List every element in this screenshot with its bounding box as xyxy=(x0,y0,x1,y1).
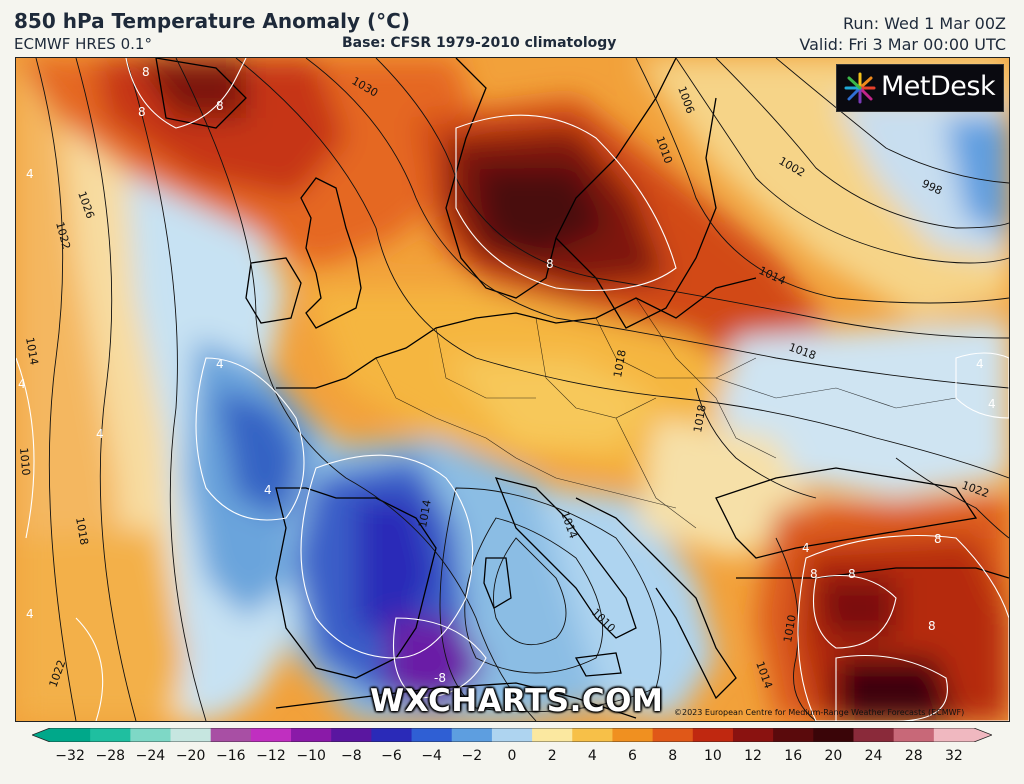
colorbar-ticks: −32 −28 −24 −20 −16 −12 −10 −8 −6 −4 −2 0 2 4 6 8 10 12 16… xyxy=(0,748,1024,770)
anomaly-label: 8 xyxy=(848,567,856,581)
colorbar-tick-label: 0 xyxy=(507,748,517,764)
colorbar-segment xyxy=(491,728,533,742)
anomaly-label: 4 xyxy=(18,377,26,391)
coastlines xyxy=(155,58,1009,719)
colorbar-tick-label: −20 xyxy=(175,748,206,764)
colorbar-tick-label: 8 xyxy=(668,748,678,764)
anomaly-label: 4 xyxy=(26,607,34,621)
colorbar-segment xyxy=(130,728,172,742)
isobar-label: 1010 xyxy=(17,447,32,476)
colorbar-segment xyxy=(371,728,413,742)
anomaly-label: 8 xyxy=(810,567,818,581)
colorbar-segment xyxy=(933,728,975,742)
anomaly-label: 8 xyxy=(546,257,554,271)
colorbar-tick-label: 28 xyxy=(904,748,923,764)
colorbar-tick-label: 20 xyxy=(824,748,843,764)
anomaly-contours xyxy=(16,58,1009,721)
anomaly-label: 8 xyxy=(928,619,936,633)
colorbar-segment xyxy=(813,728,855,742)
model-label: ECMWF HRES 0.1° xyxy=(14,35,152,53)
colorbar-tick-label: −12 xyxy=(256,748,286,764)
colorbar-tick-label: −6 xyxy=(381,748,402,764)
isobar-label: 1014 xyxy=(23,336,41,366)
colorbar-right-arrow xyxy=(974,728,992,742)
country-borders xyxy=(375,297,957,529)
colorbar-segment xyxy=(411,728,453,742)
colorbar-tick-label: −28 xyxy=(95,748,126,764)
colorbar-segment xyxy=(572,728,614,742)
header: 850 hPa Temperature Anomaly (°C) ECMWF H… xyxy=(0,0,1024,58)
anomaly-field xyxy=(16,58,1009,721)
anomaly-label: -8 xyxy=(434,671,446,685)
colorbar-tick-label: −24 xyxy=(135,748,166,764)
sunburst-icon xyxy=(844,72,876,104)
anomaly-label: 4 xyxy=(988,397,996,411)
colorbar-tick-label: 16 xyxy=(784,748,803,764)
colorbar-segment xyxy=(451,728,493,742)
colorbar-tick-label: −32 xyxy=(55,748,85,764)
isobars xyxy=(35,58,1009,721)
colorbar-segment xyxy=(893,728,935,742)
colorbar-tick-label: 32 xyxy=(944,748,963,764)
colorbar-segment xyxy=(612,728,654,742)
anomaly-labels: 8 8 8 8 4 4 4 4 4 4 4 8 8 8 8 -8 4 4 xyxy=(18,65,996,685)
colorbar-segment xyxy=(250,728,292,742)
logo-text: MetDesk xyxy=(881,71,996,102)
colorbar-tick-label: 24 xyxy=(864,748,883,764)
anomaly-label: 8 xyxy=(216,99,224,113)
anomaly-label: 8 xyxy=(138,105,146,119)
colorbar-segment xyxy=(773,728,814,742)
anomaly-label: 4 xyxy=(96,427,104,441)
anomaly-label: 8 xyxy=(934,532,942,546)
colorbar-tick-label: −16 xyxy=(216,748,246,764)
anomaly-label: 4 xyxy=(976,357,984,371)
colorbar-tick-label: 10 xyxy=(703,748,722,764)
anomaly-label: 4 xyxy=(216,357,224,371)
isobar-label: 1018 xyxy=(73,516,91,546)
chart-title: 850 hPa Temperature Anomaly (°C) xyxy=(14,9,410,33)
colorbar-tick-label: −10 xyxy=(296,748,326,764)
colorbar-tick-label: 6 xyxy=(628,748,637,764)
colorbar-tick-label: 4 xyxy=(587,748,597,764)
colorbar-tick-label: 2 xyxy=(547,748,557,764)
watermark: WXCHARTS.COM xyxy=(370,683,664,719)
colorbar-segment xyxy=(50,728,91,742)
colorbar-segment xyxy=(291,728,332,742)
colorbar-tick-label: −4 xyxy=(421,748,442,764)
isobar-label: 1010 xyxy=(781,614,799,644)
colorbar-segment xyxy=(331,728,372,742)
colorbar xyxy=(32,728,992,742)
colorbar-segment xyxy=(90,728,131,742)
isobar-label: 1014 xyxy=(416,499,434,529)
run-time-label: Run: Wed 1 Mar 00Z xyxy=(843,14,1006,33)
isobar-label: 1018 xyxy=(611,349,629,379)
base-climatology-label: Base: CFSR 1979-2010 climatology xyxy=(342,35,617,51)
colorbar-segment xyxy=(532,728,573,742)
colorbar-segment xyxy=(210,728,252,742)
metdesk-logo: MetDesk xyxy=(836,64,1004,112)
anomaly-label: 4 xyxy=(264,483,272,497)
colorbar-segment xyxy=(170,728,212,742)
colorbar-tick-label: −2 xyxy=(461,748,483,764)
isobar-label: 1018 xyxy=(691,404,709,434)
anomaly-label: 4 xyxy=(802,541,810,555)
colorbar-tick-label: 12 xyxy=(744,748,762,764)
colorbar-segment xyxy=(732,728,774,742)
colorbar-segment xyxy=(692,728,734,742)
anomaly-map[interactable]: 1030 1026 1022 1014 1010 1018 1022 1006 … xyxy=(15,57,1010,722)
anomaly-label: 8 xyxy=(142,65,150,79)
colorbar-segment xyxy=(853,728,895,742)
valid-time-label: Valid: Fri 3 Mar 00:00 UTC xyxy=(799,35,1006,54)
colorbar-segment xyxy=(652,728,694,742)
colorbar-tick-label: −8 xyxy=(340,748,362,764)
colorbar-left-arrow xyxy=(32,728,50,742)
copyright: ©2023 European Centre for Medium-Range W… xyxy=(674,708,965,717)
anomaly-label: 4 xyxy=(26,167,34,181)
